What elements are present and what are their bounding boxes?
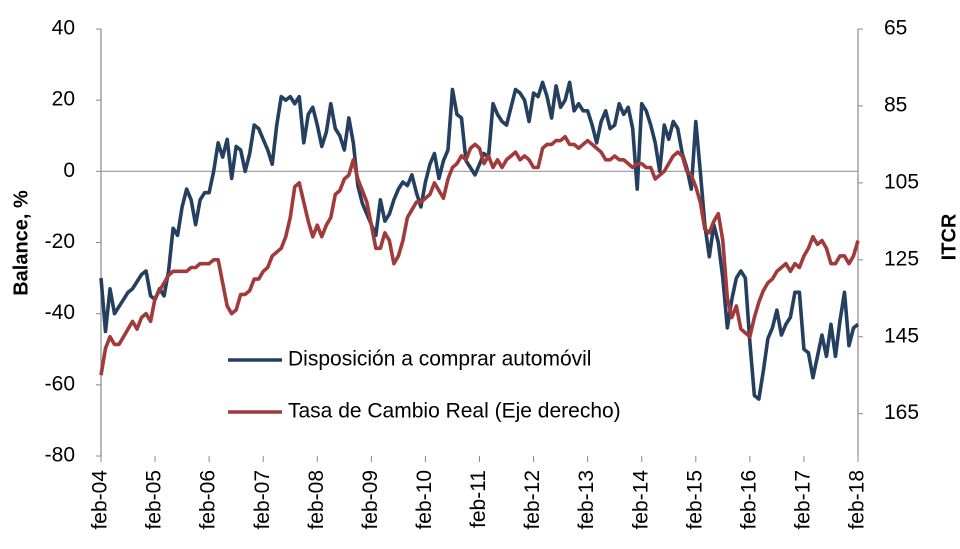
x-tick-label: feb-18 [846, 470, 869, 530]
x-tick-label: feb-06 [197, 470, 220, 530]
legend-label: Disposición a comprar automóvil [288, 348, 591, 371]
series-line [99, 80, 860, 401]
y2-tick-label: 145 [884, 324, 919, 347]
x-tick-label: feb-17 [791, 470, 814, 530]
x-tick-label: feb-11 [467, 470, 490, 528]
y-tick-label: 20 [52, 88, 75, 111]
x-tick-label: feb-08 [305, 470, 328, 530]
x-tick-label: feb-12 [521, 470, 544, 530]
x-tick-label: feb-16 [737, 470, 760, 530]
x-tick-label: feb-13 [575, 470, 598, 530]
y2-tick-label: 105 [884, 170, 919, 193]
x-tick-label: feb-05 [143, 470, 166, 530]
y-tick-label: -20 [45, 230, 75, 253]
y-tick-label: 40 [52, 17, 75, 40]
x-tick-label: feb-15 [683, 470, 706, 530]
y-tick-label: -80 [45, 444, 75, 467]
y2-tick-label: 125 [884, 247, 919, 270]
y-tick-label: 0 [63, 159, 75, 182]
legend-label: Tasa de Cambio Real (Eje derecho) [288, 400, 621, 423]
y2-axis-title: ITCR [938, 213, 960, 260]
y-tick-label: -40 [45, 301, 75, 324]
y2-tick-label: 85 [884, 93, 907, 116]
x-tick-label: feb-04 [89, 470, 112, 530]
y2-tick-label: 65 [884, 17, 907, 40]
series-line [99, 134, 860, 376]
y2-tick-label: 165 [884, 401, 919, 424]
x-tick-label: feb-09 [359, 470, 382, 530]
x-tick-label: feb-14 [629, 470, 652, 530]
x-tick-label: feb-10 [413, 470, 436, 530]
x-tick-label: feb-07 [251, 470, 274, 530]
y-axis-title: Balance, % [10, 190, 32, 296]
y-tick-label: -60 [45, 372, 75, 395]
